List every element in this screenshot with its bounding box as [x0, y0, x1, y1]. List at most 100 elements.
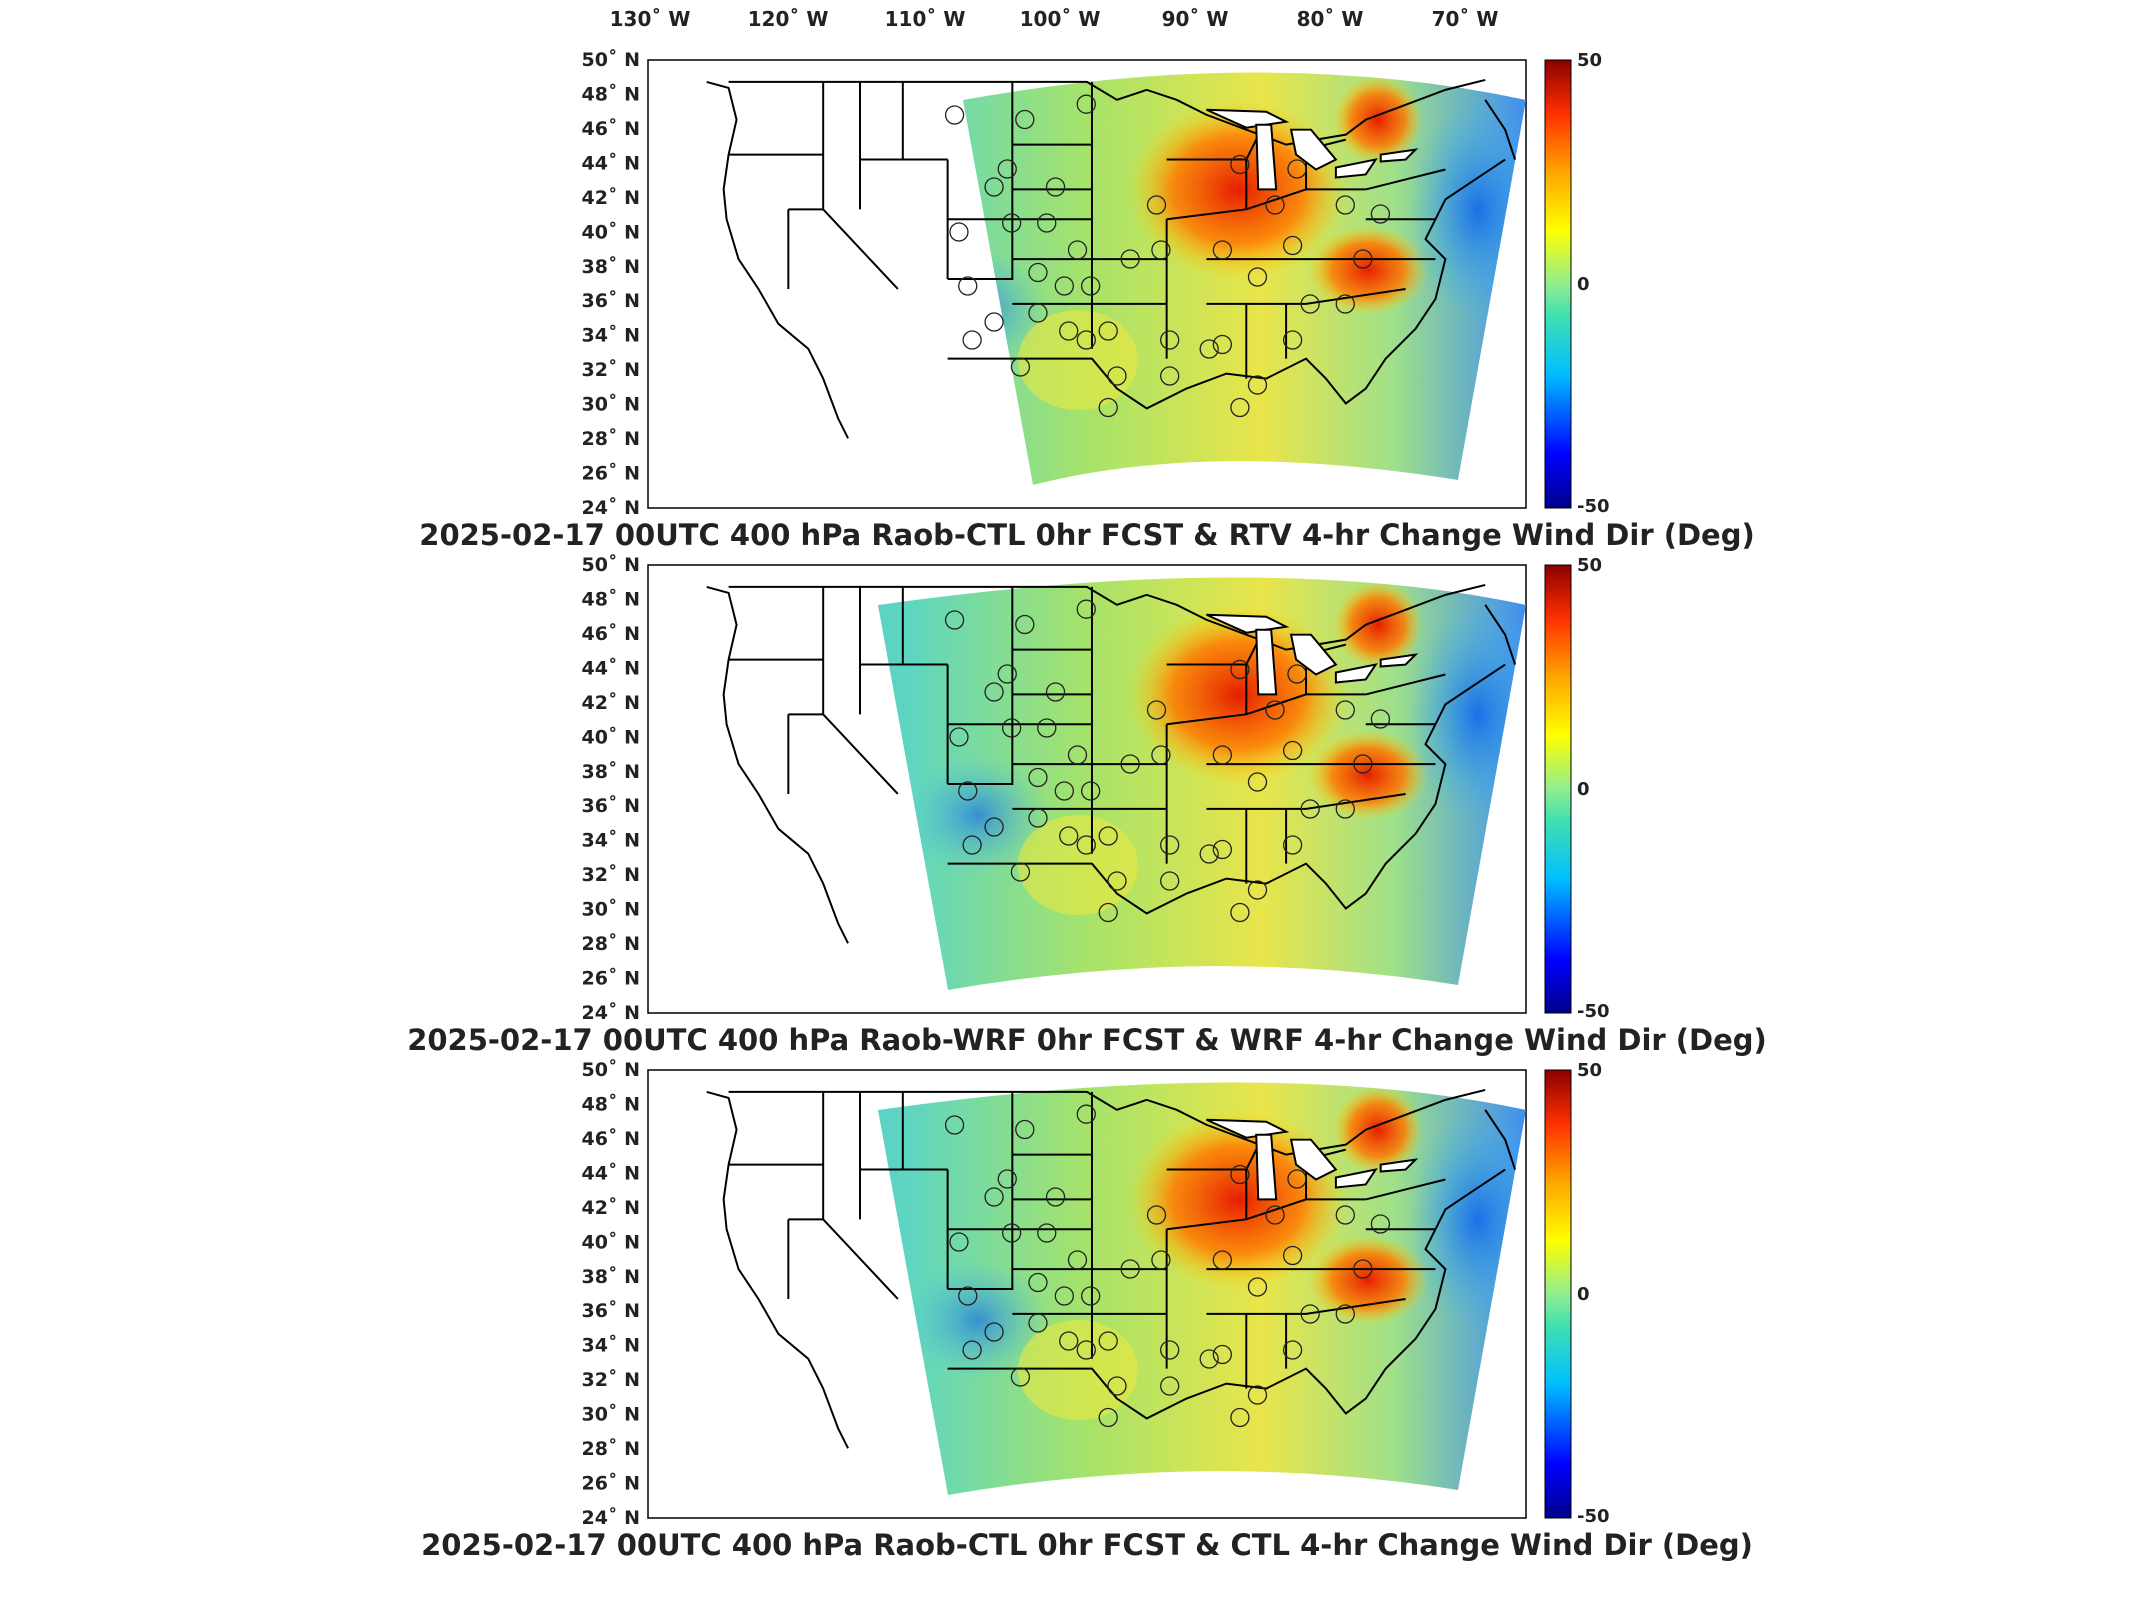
colorbar: 50 0 -50	[1544, 555, 1610, 1022]
raob-station-marker	[1160, 1340, 1180, 1360]
raob-station-marker	[984, 177, 1004, 197]
raob-station-marker	[1160, 835, 1180, 855]
raob-station-marker	[1282, 1245, 1303, 1266]
raob-station-marker	[1146, 700, 1167, 720]
longitude-label: 80˚ W	[1297, 7, 1364, 31]
latitude-label: 34˚ N	[582, 1334, 640, 1357]
raob-station-marker	[1230, 154, 1250, 175]
latitude-label: 24˚ N	[582, 496, 640, 519]
raob-station-marker	[1300, 294, 1320, 314]
raob-station-marker	[1265, 195, 1285, 215]
raob-station-marker	[1282, 330, 1303, 350]
latitude-label: 24˚ N	[582, 1001, 640, 1024]
raob-station-marker	[1287, 664, 1307, 684]
latitude-label: 46˚ N	[582, 1127, 640, 1150]
raob-station-marker	[1230, 397, 1250, 418]
raob-station-marker	[1247, 772, 1268, 792]
raob-station-marker	[1247, 375, 1268, 395]
raob-station-marker	[1054, 781, 1074, 801]
raob-station-marker	[1059, 321, 1079, 341]
raob-station-marker	[1146, 195, 1167, 215]
raob-station-marker	[1160, 366, 1180, 386]
raob-station-marker	[1028, 1272, 1048, 1293]
raob-station-marker	[944, 105, 965, 125]
raob-station-marker	[1010, 862, 1031, 882]
raob-station-marker	[1028, 262, 1048, 283]
colorbar-min-label: -50	[1577, 1001, 1610, 1022]
latitude-label: 32˚ N	[582, 358, 640, 381]
colorbar-max-label: 50	[1577, 1060, 1602, 1081]
latitude-label: 48˚ N	[582, 82, 640, 105]
raob-station-marker	[1265, 1205, 1285, 1225]
raob-station-marker	[1120, 754, 1140, 774]
raob-station-marker	[984, 817, 1004, 837]
raob-station-marker	[984, 682, 1004, 702]
colorbar-max-label: 50	[1577, 555, 1602, 576]
raob-station-marker	[1067, 1250, 1088, 1270]
raob-station-marker	[1076, 599, 1096, 619]
raob-station-marker	[1015, 614, 1035, 635]
raob-station-marker	[1076, 330, 1096, 350]
raob-station-marker	[1028, 808, 1048, 828]
raob-station-marker	[984, 1187, 1004, 1207]
raob-station-marker	[1059, 1331, 1079, 1351]
raob-station-marker	[1353, 1259, 1373, 1279]
latitude-label: 28˚ N	[582, 932, 640, 955]
raob-station-marker	[997, 159, 1017, 179]
raob-station-marker	[1335, 700, 1355, 720]
raob-station-marker	[997, 1169, 1017, 1189]
latitude-label: 48˚ N	[582, 587, 640, 610]
raob-station-marker	[1076, 835, 1096, 855]
longitude-label: 110˚ W	[885, 7, 966, 31]
raob-station-marker	[1045, 177, 1066, 197]
latitude-label: 26˚ N	[582, 1472, 640, 1495]
raob-station-marker	[1247, 267, 1268, 287]
raob-station-marker	[1028, 303, 1048, 323]
raob-station-marker	[1151, 240, 1171, 260]
latitude-label: 40˚ N	[582, 725, 640, 748]
raob-station-marker	[1282, 740, 1303, 761]
raob-station-marker	[1076, 94, 1096, 114]
raob-station-marker	[962, 330, 982, 350]
latitude-label: 44˚ N	[582, 151, 640, 174]
raob-station-marker	[1212, 1250, 1233, 1270]
raob-station-marker	[1081, 276, 1101, 296]
latitude-label: 38˚ N	[582, 760, 640, 783]
raob-station-marker	[1151, 1250, 1171, 1270]
raob-station-marker	[1146, 1205, 1167, 1225]
raob-station-marker	[1282, 835, 1303, 855]
raob-station-marker	[984, 312, 1004, 332]
raob-station-marker	[1212, 1344, 1233, 1365]
raob-station-marker	[1028, 767, 1048, 788]
raob-station-marker	[1081, 1286, 1101, 1306]
longitude-label: 90˚ W	[1162, 7, 1229, 31]
raob-station-marker	[1287, 1169, 1307, 1189]
raob-station-marker	[1370, 204, 1391, 224]
raob-station-marker	[1098, 1331, 1118, 1351]
raob-station-marker	[1037, 1223, 1057, 1243]
raob-station-marker	[1015, 1119, 1035, 1140]
latitude-label: 36˚ N	[582, 289, 640, 312]
latitude-label: 46˚ N	[582, 622, 640, 645]
raob-station-marker	[1212, 334, 1233, 355]
raob-station-marker	[1230, 659, 1250, 680]
raob-station-marker	[997, 664, 1017, 684]
raob-station-marker	[1076, 1104, 1096, 1124]
latitude-label: 44˚ N	[582, 1161, 640, 1184]
raob-station-marker	[1212, 240, 1233, 260]
longitude-label: 120˚ W	[748, 7, 829, 31]
raob-station-marker	[1098, 826, 1118, 846]
longitude-label: 100˚ W	[1020, 7, 1101, 31]
raob-station-marker	[1160, 1376, 1180, 1396]
raob-station-marker	[1107, 871, 1127, 891]
map-panel-2: 50˚ N 48˚ N 46˚ N 44˚ N 42˚ N 40˚ N 38˚ N 36˚ N…	[407, 553, 1767, 1057]
raob-station-marker	[1151, 745, 1171, 765]
latitude-label: 38˚ N	[582, 1265, 640, 1288]
latitude-label: 42˚ N	[582, 691, 640, 714]
latitude-labels: 50˚ N 48˚ N 46˚ N 44˚ N 42˚ N 40˚ N 38˚ N 36˚ N…	[582, 553, 640, 1024]
raob-station-marker	[944, 610, 965, 630]
colorbar: 50 0 -50	[1544, 1060, 1610, 1527]
latitude-label: 46˚ N	[582, 117, 640, 140]
colorbar-scale	[1544, 1069, 1572, 1519]
